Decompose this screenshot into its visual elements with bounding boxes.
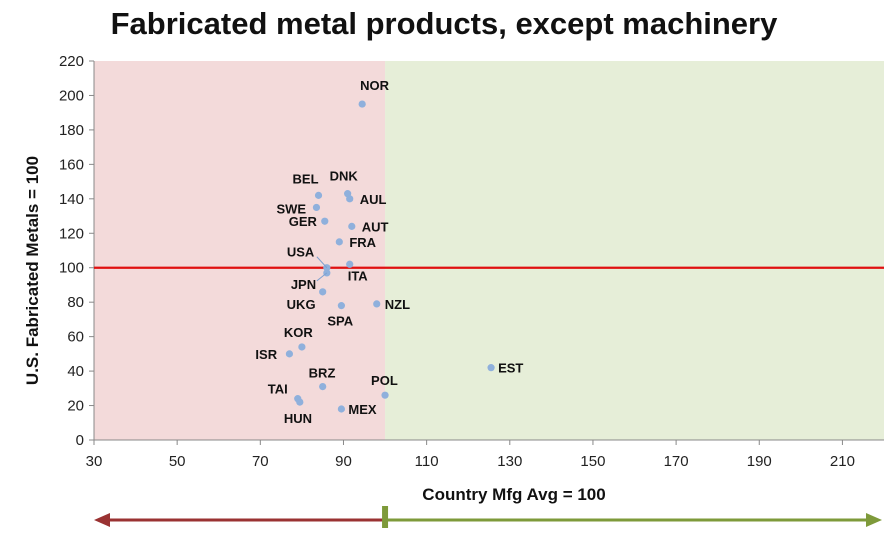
x-tick-label: 170 bbox=[664, 453, 689, 470]
point-label-jpn: JPN bbox=[291, 277, 316, 292]
usa-leader-line bbox=[316, 256, 328, 269]
x-tick-label: 50 bbox=[169, 453, 186, 470]
y-tick-label: 60 bbox=[67, 329, 84, 346]
point-label-nzl: NZL bbox=[385, 297, 410, 312]
y-tick-label: 160 bbox=[59, 156, 84, 173]
point-label-ita: ITA bbox=[348, 268, 369, 283]
point-label-fra: FRA bbox=[349, 235, 376, 250]
x-tick-label: 130 bbox=[497, 453, 522, 470]
point-nzl bbox=[373, 300, 381, 308]
point-label-aul: AUL bbox=[360, 192, 387, 207]
point-label-aut: AUT bbox=[362, 219, 389, 234]
chart-title: Fabricated metal products, except machin… bbox=[110, 6, 778, 41]
point-label-hun: HUN bbox=[284, 411, 312, 426]
point-pol bbox=[381, 391, 389, 399]
point-swe bbox=[312, 203, 321, 212]
y-tick-label: 20 bbox=[67, 398, 84, 415]
point-label-brz: BRZ bbox=[309, 366, 336, 381]
point-brz bbox=[319, 382, 327, 391]
y-tick-label: 180 bbox=[59, 122, 84, 139]
point-kor bbox=[298, 343, 306, 351]
x-tick-label: 70 bbox=[252, 453, 269, 470]
right-arrow-head bbox=[866, 513, 882, 527]
point-label-pol: POL bbox=[371, 373, 398, 388]
point-label-swe: SWE bbox=[276, 201, 306, 216]
y-tick-label: 140 bbox=[59, 191, 84, 208]
point-ger bbox=[321, 217, 329, 225]
point-est bbox=[487, 364, 495, 372]
x-tick-label: 210 bbox=[830, 453, 855, 470]
y-axis-title: U.S. Fabricated Metals = 100 bbox=[23, 156, 42, 385]
point-aul bbox=[346, 195, 354, 203]
jpn-leader-line bbox=[316, 272, 328, 282]
point-label-isr: ISR bbox=[255, 347, 277, 362]
point-label-nor: NOR bbox=[360, 78, 390, 93]
point-label-usa: USA bbox=[287, 245, 315, 260]
x-tick-label: 150 bbox=[580, 453, 605, 470]
x-tick-label: 110 bbox=[415, 453, 439, 470]
y-tick-label: 120 bbox=[59, 225, 84, 242]
point-hun bbox=[296, 398, 304, 406]
x-tick-label: 90 bbox=[335, 453, 352, 470]
y-tick-label: 220 bbox=[59, 53, 84, 70]
point-label-est: EST bbox=[498, 361, 523, 376]
point-bel bbox=[314, 191, 323, 199]
y-tick-label: 200 bbox=[59, 87, 84, 104]
point-label-mex: MEX bbox=[348, 402, 377, 417]
point-label-dnk: DNK bbox=[330, 169, 359, 184]
y-tick-label: 40 bbox=[67, 363, 84, 380]
x-tick-label: 190 bbox=[747, 453, 772, 470]
point-nor bbox=[358, 100, 366, 108]
point-spa bbox=[337, 302, 345, 310]
region-below-average bbox=[94, 61, 386, 440]
point-mex bbox=[337, 405, 345, 413]
point-label-bel: BEL bbox=[293, 171, 319, 186]
y-tick-label: 0 bbox=[76, 432, 84, 449]
point-fra bbox=[335, 238, 343, 246]
x-axis-title: Country Mfg Avg = 100 bbox=[422, 485, 605, 504]
y-tick-label: 80 bbox=[67, 294, 84, 311]
arrow-divider bbox=[382, 506, 389, 528]
point-ukg bbox=[319, 288, 327, 296]
point-ita bbox=[346, 260, 354, 268]
left-arrow-head bbox=[94, 513, 110, 527]
x-tick-label: 30 bbox=[86, 453, 103, 470]
point-label-kor: KOR bbox=[284, 325, 314, 340]
y-tick-label: 100 bbox=[59, 260, 84, 277]
region-above-average bbox=[385, 61, 884, 440]
point-aut bbox=[348, 222, 356, 230]
point-isr bbox=[285, 350, 294, 358]
point-label-ger: GER bbox=[289, 214, 318, 229]
point-label-ukg: UKG bbox=[287, 297, 316, 312]
point-label-spa: SPA bbox=[327, 314, 353, 329]
point-label-tai: TAI bbox=[268, 382, 288, 397]
